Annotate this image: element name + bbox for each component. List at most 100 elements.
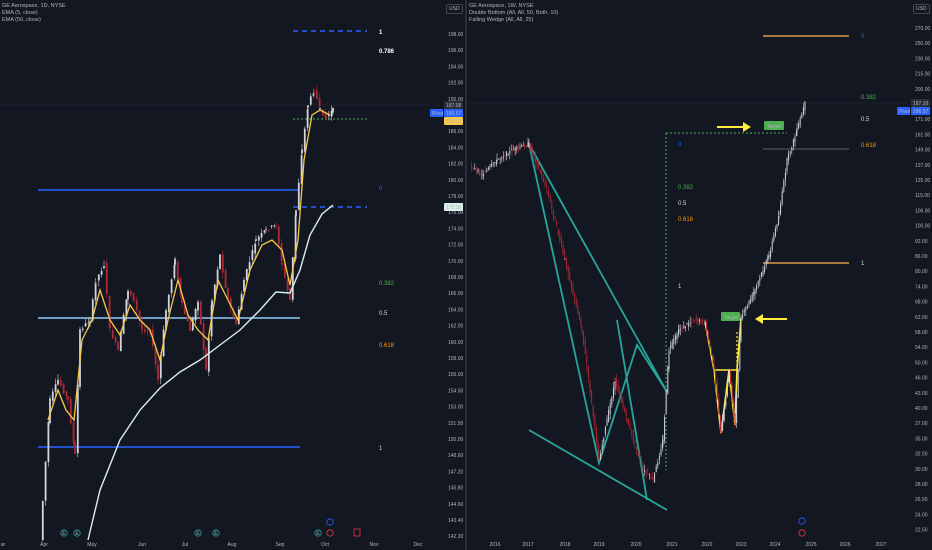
left-candle — [81, 328, 84, 330]
left-candle — [254, 243, 257, 254]
right-candle — [671, 341, 673, 348]
left-time-axis[interactable]: ar Apr May Jun Jul Aug Sep Oct Nov Dec — [1, 542, 423, 548]
right-candle — [517, 146, 519, 148]
left-candle — [275, 225, 277, 227]
right-candle — [660, 449, 662, 456]
right-legend: GE Aerospace, 1W, NYSE Double Bottom (Al… — [469, 3, 558, 24]
pane-divider[interactable] — [465, 0, 467, 550]
earnings-icon-label: E — [316, 531, 320, 537]
fib-label: 0.382 — [678, 185, 694, 191]
right-candle — [726, 381, 728, 397]
right-candle — [614, 378, 616, 390]
left-candle — [280, 243, 283, 262]
right-candle — [680, 329, 682, 331]
right-candle — [629, 426, 631, 429]
right-candle — [601, 444, 603, 451]
left-symbol-title[interactable]: GE Aerospace, 1D, NYSE — [2, 3, 66, 9]
left-candle — [221, 254, 224, 273]
left-currency-button[interactable]: USD — [446, 4, 463, 14]
right-candle — [767, 256, 769, 263]
left-price-tick: 154.50 — [448, 388, 464, 394]
left-time-tick: Apr — [40, 542, 48, 548]
right-price-tick: 92.00 — [915, 239, 928, 245]
right-candle — [684, 326, 686, 328]
left-candle — [159, 354, 162, 379]
right-candle — [736, 394, 738, 424]
right-time-axis[interactable]: 2016 2017 2018 2019 2020 2021 2022 2023 2024 2025… — [489, 542, 886, 548]
left-price-tick: 174.00 — [448, 226, 464, 232]
left-candle — [300, 155, 303, 184]
left-candle — [291, 257, 294, 300]
right-chart-canvas[interactable]: Target Target 0 0.382 0.5 0.618 1 0 0.382 0.5 0.61… — [467, 0, 932, 550]
right-candle — [640, 460, 642, 464]
right-price-tick: 215.00 — [915, 72, 931, 78]
right-candle — [778, 216, 780, 218]
left-candle — [173, 264, 176, 279]
left-candle — [270, 225, 273, 227]
left-time-tick: ar — [1, 542, 6, 548]
right-candle — [694, 320, 696, 322]
left-price-axis[interactable]: 198.00196.00194.00192.00190.00188.00186.… — [430, 0, 465, 550]
right-pivot-tag: Pivot — [899, 109, 911, 115]
left-candle — [319, 108, 321, 110]
double-bottom-legend[interactable]: Double Bottom (All, All, 50, Both, 10) — [469, 10, 559, 16]
right-currency-button[interactable]: USD — [913, 4, 930, 14]
left-legend: GE Aerospace, 1D, NYSE EMA (5, close) EM… — [2, 3, 66, 24]
right-chart-pane[interactable]: GE Aerospace, 1W, NYSE Double Bottom (Al… — [467, 0, 932, 550]
fib-label: 1 — [861, 261, 865, 267]
left-candle — [49, 398, 51, 424]
left-candle — [235, 317, 237, 324]
right-candle — [572, 287, 574, 294]
right-candle — [598, 451, 600, 461]
left-price-tick: 162.00 — [448, 324, 464, 330]
right-price-axis[interactable]: 270.00250.00230.00215.00200.00188.00171.… — [897, 0, 932, 550]
right-price-tick: 230.00 — [915, 56, 931, 62]
left-candle — [135, 299, 138, 311]
right-candle — [578, 312, 580, 320]
left-chart-canvas[interactable]: 1 0.786 0 0.382 0.5 0.618 1 E E E E E 198.00 196.00 1… — [0, 0, 465, 550]
fib-label: 1 — [379, 30, 383, 36]
earnings-icon — [73, 529, 81, 537]
right-candle — [544, 182, 546, 185]
left-candle — [255, 239, 257, 241]
right-candle — [725, 396, 727, 407]
right-candle — [715, 371, 717, 386]
left-candle — [91, 299, 94, 321]
right-candle — [530, 143, 532, 150]
left-candle — [62, 384, 65, 394]
right-candle — [620, 394, 622, 403]
right-candle — [737, 369, 739, 398]
left-price-tick: 151.50 — [448, 421, 464, 427]
right-candle — [700, 320, 702, 323]
left-chart-pane[interactable]: GE Aerospace, 1D, NYSE EMA (5, close) EM… — [0, 0, 465, 550]
right-candle — [556, 222, 558, 226]
left-candle — [211, 300, 213, 307]
left-candle — [265, 229, 267, 230]
left-price-tick: 145.80 — [448, 486, 464, 492]
right-candle — [527, 142, 529, 147]
left-candle — [213, 284, 216, 301]
right-candle — [716, 382, 718, 399]
right-candle — [539, 169, 541, 173]
right-candle — [719, 415, 721, 430]
right-candle — [802, 107, 804, 115]
right-candle — [791, 147, 793, 151]
wedge-upper-line — [528, 143, 668, 393]
ema-fast-legend[interactable]: EMA (5, close) — [2, 10, 38, 16]
ema-slow-legend[interactable]: EMA (50, close) — [2, 17, 41, 23]
left-candle — [205, 348, 207, 370]
right-price-tick: 149.00 — [915, 148, 931, 154]
right-candle — [477, 169, 479, 173]
left-candle — [179, 277, 182, 296]
falling-wedge-legend[interactable]: Falling Wedge (All, All, 25) — [469, 17, 534, 23]
earnings-icon — [60, 529, 68, 537]
right-candle — [776, 224, 778, 228]
left-price-tick: 198.00 — [448, 32, 464, 38]
right-symbol-title[interactable]: GE Aerospace, 1W, NYSE — [469, 3, 534, 9]
wedge-lower-line — [528, 429, 668, 511]
left-price-tick: 158.00 — [448, 356, 464, 362]
right-candle — [606, 419, 608, 427]
right-candle — [753, 291, 755, 296]
left-candle — [138, 310, 141, 321]
right-candle — [581, 326, 583, 332]
